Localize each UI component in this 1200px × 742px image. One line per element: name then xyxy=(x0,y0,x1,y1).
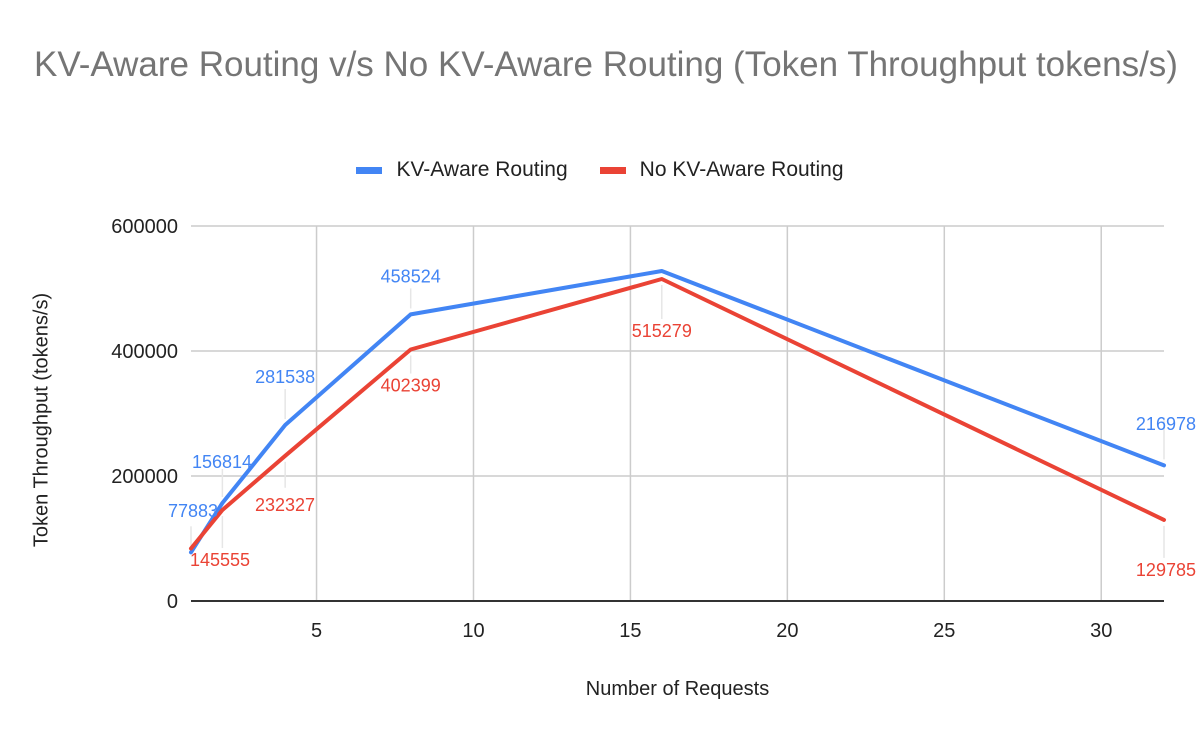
x-tick-label: 25 xyxy=(933,620,955,642)
series-line-kv-aware xyxy=(189,269,1166,555)
series-line-no-kv-aware xyxy=(189,277,1166,551)
data-label: 156814 xyxy=(192,452,252,472)
legend: KV-Aware Routing No KV-Aware Routing xyxy=(0,158,1200,182)
y-tick-label: 600000 xyxy=(111,216,178,238)
legend-label: KV-Aware Routing xyxy=(396,158,568,181)
data-label: 458524 xyxy=(381,266,441,286)
x-tick-label: 30 xyxy=(1090,620,1112,642)
x-axis-label: Number of Requests xyxy=(585,678,770,700)
data-label: 216978 xyxy=(1136,414,1196,434)
x-tick-label: 10 xyxy=(462,620,484,642)
legend-item-no-kv-aware[interactable]: No KV-Aware Routing xyxy=(599,158,844,182)
legend-item-kv-aware[interactable]: KV-Aware Routing xyxy=(356,158,568,182)
legend-swatch-blue xyxy=(356,166,383,174)
legend-label: No KV-Aware Routing xyxy=(639,158,844,181)
x-tick-label: 5 xyxy=(311,620,322,642)
data-label: 402399 xyxy=(381,376,441,396)
data-label: 77883 xyxy=(168,501,218,521)
y-axis-label: Token Throughput (tokens/s) xyxy=(30,292,53,548)
data-label: 232327 xyxy=(255,495,315,515)
y-tick-label: 200000 xyxy=(111,466,178,488)
x-tick-label: 15 xyxy=(619,620,641,642)
y-tick-label: 0 xyxy=(167,591,178,613)
x-tick-label: 20 xyxy=(776,620,798,642)
data-label: 129785 xyxy=(1136,560,1196,580)
y-tick-label: 400000 xyxy=(111,341,178,363)
chart-title: KV-Aware Routing v/s No KV-Aware Routing… xyxy=(34,45,1178,84)
legend-swatch-red xyxy=(599,166,626,174)
data-label: 515279 xyxy=(632,321,692,341)
data-label: 281538 xyxy=(255,367,315,387)
data-label: 145555 xyxy=(190,550,250,570)
